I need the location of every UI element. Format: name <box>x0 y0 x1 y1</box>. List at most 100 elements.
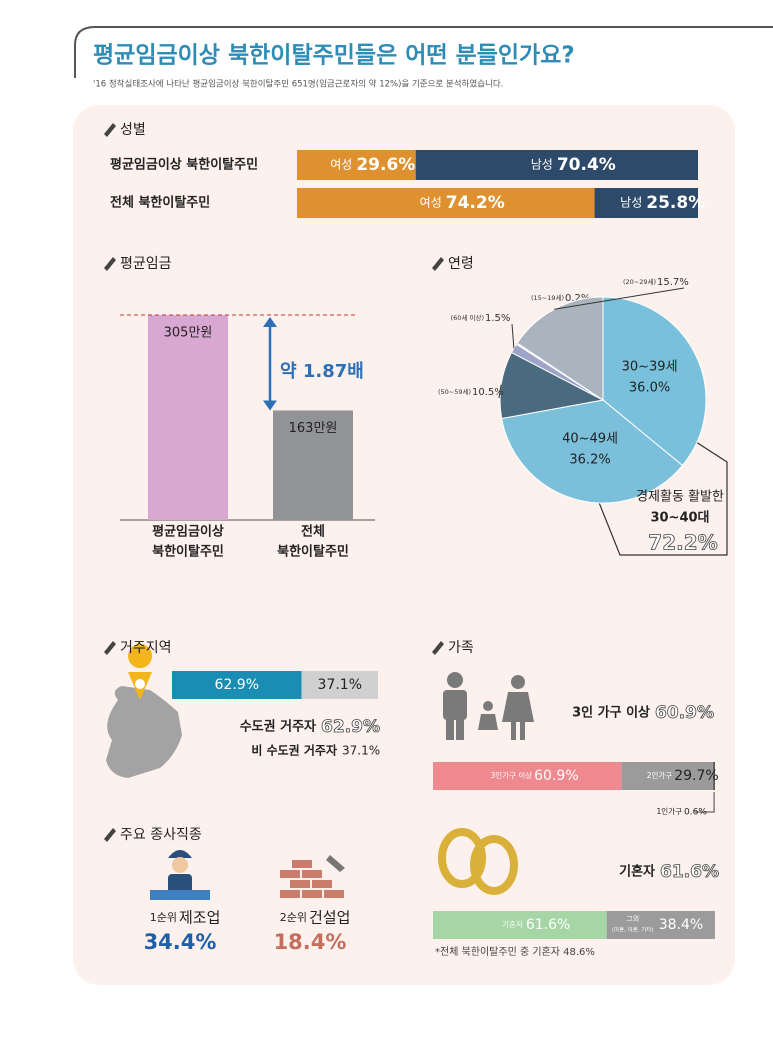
pencil-icon <box>104 828 116 842</box>
family-icon <box>443 672 534 740</box>
segment-value: 38.4% <box>659 917 703 933</box>
note: *전체 북한이탈주민 중 기혼자 48.6% <box>435 945 595 958</box>
segment-value: 60.9% <box>534 768 578 784</box>
pencil-icon <box>104 641 116 655</box>
job-name: 제조업 <box>179 909 220 927</box>
slice-name: (20~29세) <box>623 277 656 286</box>
bar-label: 북한이탈주민 <box>152 544 224 560</box>
ratio-label: 약 1.87배 <box>280 360 364 382</box>
headline-value: 61.6% <box>660 862 719 882</box>
callout-line <box>695 792 715 813</box>
section-title: 평균임금 <box>120 256 172 272</box>
section-title: 연령 <box>448 256 474 272</box>
pie-slice <box>602 296 707 467</box>
segment-value: 29.6% <box>356 155 415 175</box>
segment-name: 남성 <box>531 158 553 172</box>
headline-value: 62.9% <box>321 717 380 737</box>
segment-name: 여성 <box>420 196 442 210</box>
segment-value: 37.1% <box>318 677 362 693</box>
slice-value: 15.7% <box>657 277 689 288</box>
bar-segment <box>301 671 378 699</box>
header-frame <box>74 26 773 78</box>
segment-value: 61.6% <box>526 917 570 933</box>
pencil-icon <box>432 641 444 655</box>
bar-segment <box>297 188 595 218</box>
segment-value: 0.6% <box>684 808 707 818</box>
annotation-text: 경제활동 활발한 <box>636 490 724 505</box>
job-name: 건설업 <box>309 909 350 927</box>
segment-name: 기혼자 <box>502 919 523 929</box>
headline-name: 수도권 거주자 <box>240 720 316 735</box>
slice-value: 1.5% <box>485 313 510 324</box>
headline-name: 비 수도권 거주자 <box>251 743 337 758</box>
slice-name: (60세 이상) <box>451 313 484 322</box>
leader-line <box>511 323 515 349</box>
bar-value: 305만원 <box>164 326 213 341</box>
bar-segment <box>433 911 607 939</box>
slice-value: 0.2% <box>565 293 590 304</box>
segment-value: 74.2% <box>446 193 505 213</box>
pie-slice <box>499 351 605 420</box>
bar-segment <box>621 762 714 790</box>
title: 평균임금이상 북한이탈주민들은 어떤 분들인가요? <box>93 43 575 69</box>
bar-segment <box>172 671 302 699</box>
segment-name: 1인가구 <box>657 806 683 816</box>
section-title: 성별 <box>120 122 146 138</box>
leader-line <box>554 287 685 310</box>
pencil-icon <box>104 257 116 271</box>
segment-value: 25.8% <box>646 193 705 213</box>
bar-segment <box>713 762 715 790</box>
bar-value: 163만원 <box>289 421 338 436</box>
bar <box>273 410 353 520</box>
slice-name: 30~39세 <box>622 360 678 375</box>
segment-name: 3인가구 이상 <box>490 770 532 780</box>
slice-name: 40~49세 <box>562 431 618 446</box>
segment-name: 남성 <box>620 196 642 210</box>
pencil-icon <box>104 123 116 137</box>
bar-segment <box>415 150 698 180</box>
rings-icon <box>438 828 518 895</box>
job-rank: 2순위 <box>280 911 307 924</box>
bar-segment <box>297 150 416 180</box>
headline-name: 기혼자 <box>619 864 655 880</box>
subtitle: '16 정착실태조사에 나타난 평균임금이상 북한이탈주민 651명(임금근로자… <box>93 79 503 90</box>
segment-name: 여성 <box>330 158 352 172</box>
bar-label: 평균임금이상 <box>152 524 224 540</box>
job-rank: 1순위 <box>150 911 177 924</box>
segment-name: 2인가구 <box>647 770 673 780</box>
pencil-icon <box>432 257 444 271</box>
pie-slice <box>501 399 684 504</box>
slice-name: (15~19세) <box>531 293 564 302</box>
bar-label: 북한이탈주민 <box>277 544 349 560</box>
annotation-value: 72.2% <box>648 531 717 555</box>
map-icon <box>106 644 182 778</box>
bar-segment <box>594 188 698 218</box>
worker-icon <box>150 850 210 900</box>
segment-name: 그외 <box>626 914 639 923</box>
headline-name: 3인 가구 이상 <box>572 705 650 721</box>
bar <box>148 315 228 520</box>
arrow-head <box>263 317 277 411</box>
leader-line <box>498 384 502 399</box>
slice-value: 36.0% <box>629 381 670 396</box>
section-title: 가족 <box>448 640 474 656</box>
row-label: 전체 북한이탈주민 <box>110 195 210 211</box>
slice-name: (50~59세) <box>438 387 471 396</box>
headline-value: 37.1% <box>342 744 380 758</box>
segment-value: 70.4% <box>557 155 616 175</box>
slice-value: 36.2% <box>569 452 610 467</box>
headline-value: 60.9% <box>655 703 714 723</box>
annotation-text: 30~40대 <box>650 511 709 526</box>
segment-sub: (미혼, 이혼, 기타) <box>612 926 654 934</box>
row-label: 평균임금이상 북한이탈주민 <box>110 157 258 173</box>
bar-label: 전체 <box>301 524 325 540</box>
bar-segment <box>606 911 715 939</box>
bar-segment <box>433 762 622 790</box>
bricks-icon <box>280 855 345 898</box>
slice-value: 10.5% <box>472 387 504 398</box>
section-title: 주요 종사직종 <box>120 827 202 843</box>
segment-value: 29.7% <box>674 768 718 784</box>
job-value: 34.4% <box>144 930 217 954</box>
section-title: 거주지역 <box>120 640 172 656</box>
